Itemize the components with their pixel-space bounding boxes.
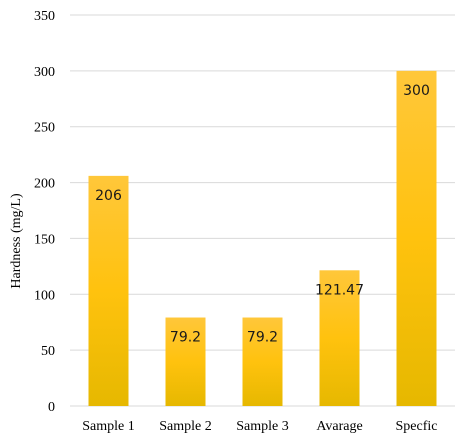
y-tick-label: 150: [34, 232, 55, 247]
gridlines: [70, 14, 455, 407]
x-tick-label: Sample 3: [236, 419, 289, 434]
data-label: 206: [95, 188, 122, 204]
y-tick-label: 0: [48, 400, 55, 415]
y-tick-label: 200: [34, 177, 55, 192]
x-tick-label: Sample 1: [82, 419, 135, 434]
bar-sample-1: [88, 175, 129, 406]
x-tick-label: Sample 2: [159, 419, 212, 434]
bar-specfic: [396, 70, 437, 406]
y-tick-label: 300: [34, 65, 55, 80]
x-tick-label: Avarage: [316, 419, 362, 434]
bar-sample-3: [242, 317, 283, 406]
y-tick-label: 350: [34, 9, 55, 24]
data-label: 121.47: [315, 282, 364, 298]
y-axis-title: Hardness (mg/L): [9, 193, 24, 289]
x-axis-ticks: Sample 1 Sample 2 Sample 3 Avarage Specfic: [82, 419, 437, 434]
y-tick-label: 50: [41, 344, 55, 359]
bar-avarage: [319, 270, 360, 406]
y-axis-ticks: 0 50 100 150 200 250 300 350: [34, 9, 55, 415]
x-tick-label: Specfic: [396, 419, 438, 434]
y-tick-label: 100: [34, 288, 55, 303]
y-tick-label: 250: [34, 121, 55, 136]
bar-sample-2: [165, 317, 206, 406]
data-labels: 206 79.2 79.2 121.47 300: [95, 83, 430, 346]
data-label: 79.2: [170, 330, 201, 346]
bars: [88, 70, 437, 406]
data-label: 300: [403, 83, 430, 99]
data-label: 79.2: [247, 330, 278, 346]
